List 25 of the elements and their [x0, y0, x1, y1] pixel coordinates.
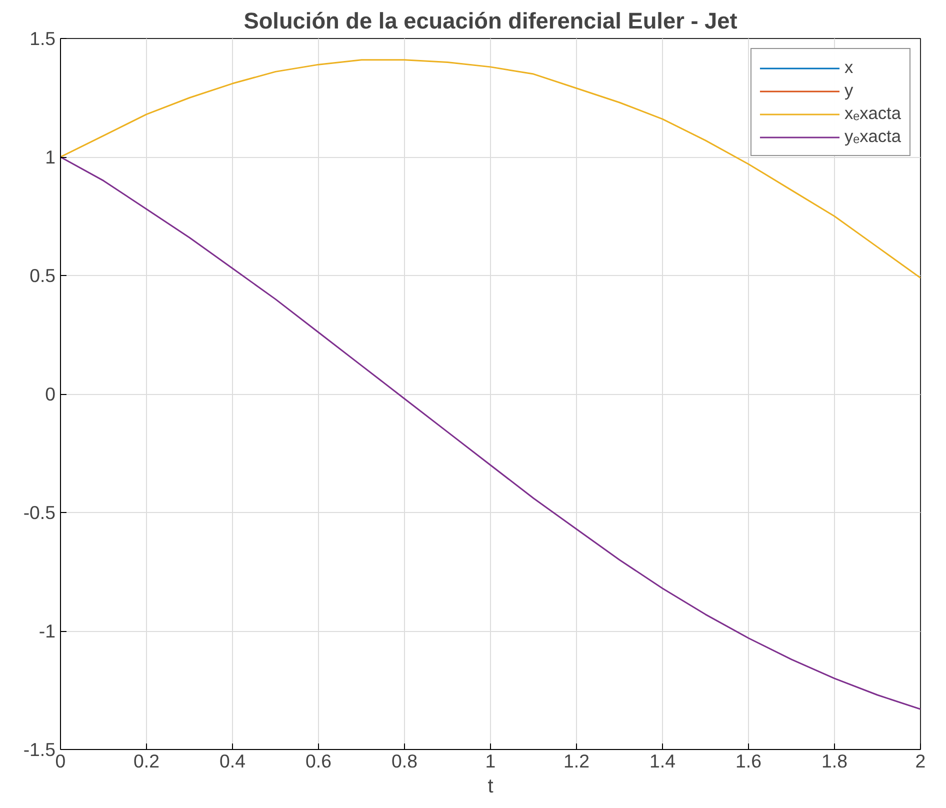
y-tick-label: -1.5: [23, 739, 56, 760]
x-tick-label: 0.2: [134, 750, 160, 772]
y-tick-label: 0: [45, 384, 56, 404]
x-axis-title: t: [488, 776, 494, 798]
x-tick-label: 1: [485, 750, 496, 772]
x-tick-label: 0.6: [306, 750, 332, 772]
legend-label: x: [844, 57, 854, 78]
x-tick-label: 1.8: [822, 750, 848, 772]
y-tick-label: 1.5: [30, 28, 56, 49]
y-tick-label: 0.5: [30, 265, 56, 286]
x-tick-label: 2: [915, 750, 926, 772]
legend-label: yₑxacta: [844, 126, 901, 147]
legend-label: y: [844, 80, 854, 101]
x-tick-label: 1.4: [650, 750, 676, 772]
y-tick-label: 1: [45, 146, 56, 168]
y-tick-label: -0.5: [23, 502, 56, 523]
y-tick-label: -1: [38, 620, 56, 642]
x-tick-label: 1.6: [736, 750, 762, 772]
x-tick-label: 0.4: [220, 750, 246, 772]
x-tick-label: 1.2: [564, 750, 590, 772]
x-tick-label: 0.8: [392, 750, 418, 772]
line-series: [60, 156, 920, 710]
line-series: [60, 59, 920, 279]
legend-label: xₑxacta: [844, 103, 901, 124]
chart-title: Solución de la ecuación diferencial Euler - Jet: [244, 8, 738, 34]
